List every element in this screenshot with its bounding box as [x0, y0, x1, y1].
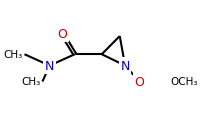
Text: O: O — [135, 75, 144, 88]
Text: OCH₃: OCH₃ — [170, 77, 198, 87]
Text: O: O — [57, 28, 67, 41]
Text: CH₃: CH₃ — [21, 77, 41, 87]
Text: N: N — [120, 60, 130, 73]
Text: N: N — [45, 60, 54, 73]
Text: CH₃: CH₃ — [3, 50, 23, 60]
